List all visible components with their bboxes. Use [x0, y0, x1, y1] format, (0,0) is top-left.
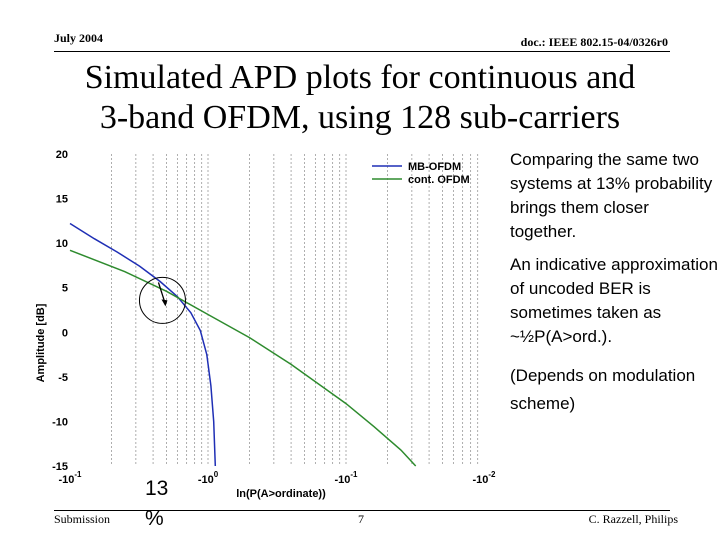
sidebar-note-ber: An indicative approximation of uncoded B…	[510, 255, 718, 346]
x-tick-label: -100	[198, 470, 219, 486]
footer-rule	[54, 510, 670, 511]
y-tick-label: -5	[58, 372, 68, 384]
slide-title-line1: Simulated APD plots for continuous and	[84, 59, 636, 96]
legend-label: cont. OFDM	[408, 174, 470, 186]
series-line-cont-ofdm	[69, 249, 417, 467]
y-axis-label: Amplitude [dB]	[35, 303, 47, 382]
y-tick-label: -15	[52, 461, 68, 473]
x-axis-label: ln(P(A>ordinate))	[236, 488, 326, 500]
y-tick-label: -10	[52, 416, 68, 428]
x-tick-label: -10-1	[334, 470, 358, 486]
y-tick-label: 0	[62, 327, 68, 339]
x-tick-label: -10-1	[58, 470, 82, 486]
sidebar-notes: Comparing the same two systems at 13% pr…	[510, 148, 718, 418]
sidebar-note-modulation: (Depends on modulation scheme)	[510, 366, 696, 413]
chart-series	[69, 222, 417, 467]
annotation-circle	[138, 276, 186, 324]
callout-number: 13	[145, 477, 169, 500]
y-tick-labels: 20 15 10 5 0 -5 -10 -15	[52, 149, 68, 473]
chart-grid	[111, 154, 479, 466]
footer-page-number: 7	[358, 512, 364, 526]
sidebar-note-comparison: Comparing the same two systems at 13% pr…	[510, 150, 713, 241]
y-tick-label: 5	[62, 283, 68, 295]
annotation-arrowhead	[161, 299, 168, 307]
x-tick-label: -10-2	[472, 470, 496, 486]
chart-annotation	[138, 276, 186, 324]
footer-submission: Submission	[54, 512, 111, 526]
callout-percent: %	[145, 507, 164, 530]
series-line-mb-ofdm	[69, 222, 217, 467]
legend-label: MB-OFDM	[408, 161, 461, 173]
header-date: July 2004	[54, 31, 104, 45]
y-tick-label: 10	[56, 238, 68, 250]
footer-author: C. Razzell, Philips	[588, 512, 678, 526]
y-tick-label: 20	[56, 149, 68, 161]
y-tick-label: 15	[56, 194, 68, 206]
slide-title-line2: 3-band OFDM, using 128 sub-carriers	[99, 99, 621, 136]
header-rule	[54, 51, 670, 52]
x-tick-labels: -10-1 -100 -10-1 -10-2	[58, 470, 496, 486]
slide-title: Simulated APD plots for continuous and 3…	[30, 58, 690, 138]
callout-13-percent: 13 %	[145, 474, 168, 534]
apd-chart: 20 15 10 5 0 -5 -10 -15 -10-1 -100 -10-1 -10-2 MB-…	[35, 149, 496, 500]
header-doc-id: doc.: IEEE 802.15-04/0326r0	[520, 35, 668, 49]
